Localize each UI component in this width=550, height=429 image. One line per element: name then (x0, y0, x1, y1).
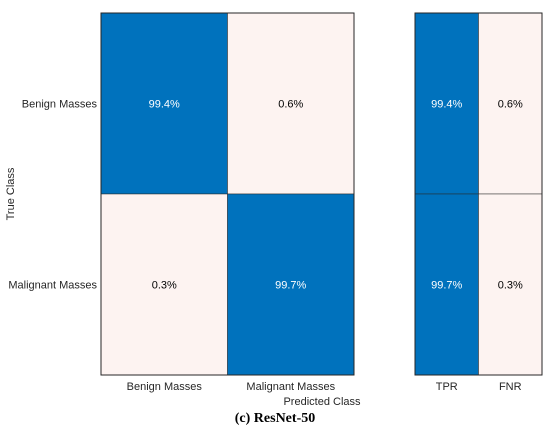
row-label-1: Malignant Masses (8, 280, 97, 292)
summary-cell-label-r1c1: 0.3% (498, 280, 523, 292)
summary-col-label-1: FNR (499, 381, 522, 393)
summary-cell-label-r1c0: 99.7% (431, 280, 462, 292)
summary-matrix-frame (414, 12, 543, 376)
main-cell-label-r0c1: 0.6% (278, 99, 303, 111)
main-cell-label-r1c1: 99.7% (275, 280, 306, 292)
row-labels: Benign Masses Malignant Masses (8, 99, 97, 292)
summary-cell-r1c1 (478, 193, 543, 376)
summary-matrix: 99.4% 0.6% 99.7% 0.3% (414, 12, 543, 376)
summary-cell-label-r0c0: 99.4% (431, 99, 462, 111)
main-cell-r0c1 (227, 12, 355, 195)
main-cell-label-r1c0: 0.3% (152, 280, 177, 292)
col-label-0: Benign Masses (127, 381, 203, 393)
summary-cell-label-r0c1: 0.6% (498, 99, 523, 111)
y-axis-label: True Class (5, 167, 17, 220)
main-cell-r0c0 (100, 12, 228, 195)
main-cell-label-r0c0: 99.4% (149, 99, 180, 111)
figure-caption: (c) ResNet-50 (235, 411, 315, 426)
summary-cell-r0c1 (478, 12, 543, 195)
summary-col-labels: TPR FNR (436, 381, 522, 393)
row-label-0: Benign Masses (22, 99, 98, 111)
col-labels: Benign Masses Malignant Masses (127, 381, 336, 393)
main-cell-r1c0 (100, 193, 228, 376)
x-axis-label: Predicted Class (283, 396, 361, 408)
main-matrix: 99.4% 0.6% 0.3% 99.7% (100, 12, 355, 376)
col-label-1: Malignant Masses (246, 381, 335, 393)
summary-col-label-0: TPR (436, 381, 458, 393)
main-cell-r1c1 (227, 193, 355, 376)
main-matrix-frame (100, 12, 355, 376)
